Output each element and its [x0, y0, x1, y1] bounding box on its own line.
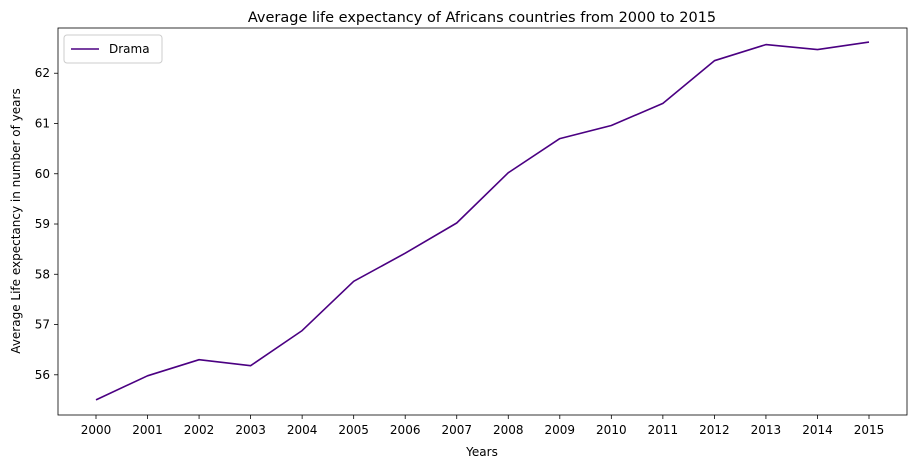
chart-title: Average life expectancy of Africans coun… — [248, 10, 716, 26]
series-layer — [95, 41, 870, 401]
y-axis-ticks: 56 57 58 59 60 61 62 — [35, 66, 58, 382]
series-line — [95, 41, 870, 401]
y-tick-label: 59 — [35, 217, 50, 231]
x-tick-label: 2001 — [132, 423, 163, 437]
x-tick-label: 2007 — [441, 423, 472, 437]
x-tick-label: 2006 — [390, 423, 421, 437]
x-tick-label: 2004 — [287, 423, 318, 437]
legend-label: Drama — [109, 42, 150, 56]
x-tick-label: 2009 — [545, 423, 576, 437]
legend: Drama — [63, 34, 163, 64]
x-tick-label: 2013 — [751, 423, 782, 437]
y-tick-label: 58 — [35, 267, 50, 281]
x-axis-ticks: 2000 2001 2002 2003 2004 2005 2006 2007 2008 2009… — [81, 415, 885, 437]
x-axis-label: Years — [465, 445, 498, 459]
legend-box — [63, 34, 163, 64]
x-tick-label: 2000 — [81, 423, 112, 437]
x-tick-label: 2002 — [184, 423, 215, 437]
x-tick-label: 2003 — [235, 423, 266, 437]
y-tick-label: 62 — [35, 66, 50, 80]
y-tick-label: 57 — [35, 318, 50, 332]
x-tick-label: 2010 — [596, 423, 627, 437]
y-tick-label: 61 — [35, 116, 50, 130]
y-tick-label: 56 — [35, 368, 50, 382]
x-tick-label: 2008 — [493, 423, 524, 437]
x-tick-label: 2012 — [699, 423, 730, 437]
x-tick-label: 2015 — [854, 423, 885, 437]
plot-area — [57, 27, 908, 416]
x-tick-label: 2011 — [648, 423, 679, 437]
y-tick-label: 60 — [35, 167, 50, 181]
x-tick-label: 2005 — [338, 423, 369, 437]
x-tick-label: 2014 — [802, 423, 833, 437]
y-axis-label: Average Life expectancy in number of yea… — [9, 88, 23, 353]
